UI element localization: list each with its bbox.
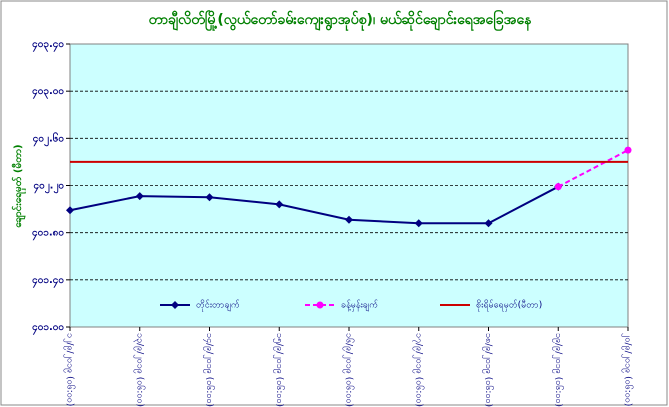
data-point — [275, 200, 284, 209]
y-tick-label: ၄၀၂.၂၀ — [34, 181, 65, 195]
legend-label: တိုင်းတာချက် — [196, 300, 240, 312]
legend-marker — [316, 301, 324, 309]
series-line — [69, 185, 559, 225]
legend-marker — [171, 301, 179, 309]
y-tick-label: ၄၀၁.၀၀ — [32, 322, 64, 336]
legend-label: စိုးရိမ်ရေမှတ်(မီတာ) — [476, 300, 542, 312]
x-tick-label: ၁၅/၉/၂၀၁၉ (၀၆:၀၀) — [273, 333, 285, 407]
x-tick-label: ၁၂/၉/၂၀၁၉ (၀၆:၀၀) — [64, 333, 76, 406]
data-point — [345, 215, 353, 224]
data-point — [484, 219, 493, 228]
x-tick-label: ၁၆/၉/၂၀၁၉ (၀၆:၀၀) — [343, 333, 355, 407]
data-point — [624, 146, 632, 154]
x-tick-label: ၁၇/၉/၂၀၁၉ (၀၆:၀၀) — [412, 333, 424, 407]
x-tick-label: ၂၀/၉/၂၀၁၉ (၀၆:၀၀) — [622, 333, 634, 406]
chart-title: တာချီလိတ်မြို့(လွယ်တော်ခမ်းကျေးရွာအုပ်စု… — [149, 10, 532, 31]
y-axis-label: ချောင်းရေမှတ် (မီတာ) — [11, 144, 27, 227]
y-tick-label: ၄၀၁.၈၀ — [32, 228, 64, 242]
legend-label: ခန့်မှန်းချက် — [341, 300, 379, 312]
data-point — [205, 193, 214, 202]
data-point — [135, 192, 144, 201]
plot-area — [69, 43, 629, 328]
x-tick-label: ၁၃/၉/၂၀၁၉ (၀၆:၀၀) — [133, 333, 145, 407]
y-tick-label: ၄၀၃.၄၀ — [32, 39, 64, 53]
data-point — [414, 219, 423, 228]
series-line — [557, 149, 629, 188]
x-tick-label: ၁၉/၉/၂၀၁၉ (၀၆:၀၀) — [552, 333, 564, 407]
x-tick-label: ၁၈/၉/၂၀၁၉ (၀၆:၀၀) — [482, 333, 494, 407]
x-tick-label: ၁၄/၉/၂၀၁၉ (၀၆:၀၀) — [203, 333, 215, 407]
y-tick-label: ၄၀၃.၀၀ — [32, 86, 64, 100]
y-tick-label: ၄၀၁.၄၀ — [32, 275, 64, 289]
data-point — [66, 206, 74, 215]
data-point — [554, 183, 562, 191]
y-tick-label: ၄၀၂.၆၀ — [33, 131, 64, 147]
